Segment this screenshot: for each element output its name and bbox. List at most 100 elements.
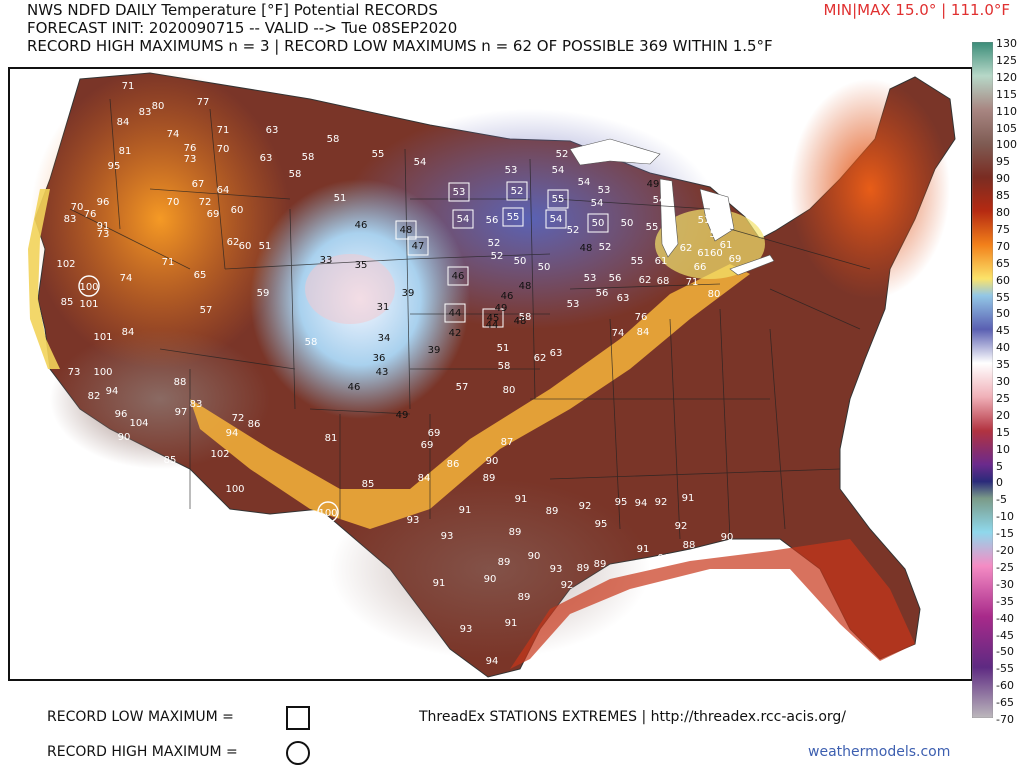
station-temp-label: 56 xyxy=(596,288,609,299)
station-temp-label: 96 xyxy=(97,197,110,208)
station-temp-label: 91 xyxy=(637,544,650,555)
station-temp-label: 101 xyxy=(79,299,98,310)
station-temp-label: 44 xyxy=(486,320,499,331)
station-temp-label: 91 xyxy=(97,221,110,232)
station-temp-label: 100 xyxy=(318,508,337,519)
station-temp-label: 89 xyxy=(509,527,522,538)
station-temp-label: 74 xyxy=(612,328,625,339)
state-borders xyxy=(69,98,871,540)
station-temp-label: 49 xyxy=(396,410,409,421)
station-temp-label: 83 xyxy=(190,399,203,410)
station-temp-label: 90 xyxy=(721,532,734,543)
station-temp-label: 39 xyxy=(402,288,415,299)
station-temp-label: 76 xyxy=(84,209,97,220)
station-temp-label: 46 xyxy=(452,271,465,282)
station-temp-label: 56 xyxy=(486,215,499,226)
station-temp-label: 76 xyxy=(184,143,197,154)
station-temp-label: 63 xyxy=(550,348,563,359)
colorbar-tick-label: -45 xyxy=(996,628,1014,642)
record-low-square xyxy=(447,266,469,286)
colorbar-tick-label: 105 xyxy=(996,121,1017,135)
record-low-square xyxy=(545,209,567,229)
station-temp-label: 54 xyxy=(552,165,565,176)
colorbar-tick-label: -55 xyxy=(996,662,1014,676)
station-temp-label: 57 xyxy=(456,382,469,393)
station-temp-label: 54 xyxy=(578,177,591,188)
colorbar-tick-label: 5 xyxy=(996,459,1003,473)
record-high-circle xyxy=(78,275,100,297)
station-temp-label: 63 xyxy=(260,153,273,164)
colorbar-tick-label: 50 xyxy=(996,307,1010,321)
station-temp-label: 53 xyxy=(453,187,466,198)
station-temp-label: 95 xyxy=(615,497,628,508)
watermark: weathermodels.com xyxy=(808,744,951,760)
station-temp-label: 93 xyxy=(460,624,473,635)
station-temp-label: 56 xyxy=(609,273,622,284)
station-temp-label: 69 xyxy=(421,440,434,451)
station-temp-label: 52 xyxy=(567,225,580,236)
colorbar-tick-label: -50 xyxy=(996,645,1014,659)
station-temp-label: 81 xyxy=(325,433,338,444)
station-temp-label: 92 xyxy=(561,580,574,591)
station-temp-label: 90 xyxy=(118,432,131,443)
record-low-square xyxy=(444,303,466,323)
station-temp-label: 53 xyxy=(598,185,611,196)
station-temp-label: 83 xyxy=(64,214,77,225)
station-temp-label: 90 xyxy=(484,574,497,585)
station-temp-label: 60 xyxy=(239,241,252,252)
station-temp-label: 48 xyxy=(514,316,527,327)
station-temp-label: 53 xyxy=(505,165,518,176)
station-temp-label: 51 xyxy=(334,193,347,204)
colorbar-tick-label: -35 xyxy=(996,594,1014,608)
station-temp-label: 93 xyxy=(550,564,563,575)
lake-superior xyxy=(569,138,661,166)
colorbar-tick-label: 65 xyxy=(996,256,1010,270)
record-low-square xyxy=(506,181,528,201)
station-temp-label: 54 xyxy=(653,195,666,206)
station-temp-label: 31 xyxy=(377,302,390,313)
station-temp-label: 65 xyxy=(194,270,207,281)
station-temp-label: 91 xyxy=(682,493,695,504)
station-temp-label: 81 xyxy=(119,146,132,157)
station-temp-label: 46 xyxy=(501,291,514,302)
station-temp-label: 50 xyxy=(514,256,527,267)
station-temp-label: 84 xyxy=(637,327,650,338)
station-temp-label: 55 xyxy=(552,194,565,205)
station-temp-label: 68 xyxy=(657,276,670,287)
record-high-markers xyxy=(78,275,339,523)
station-temp-label: 83 xyxy=(139,107,152,118)
colorbar-tick-label: 10 xyxy=(996,442,1010,456)
station-temp-label: 52 xyxy=(599,242,612,253)
station-temp-label: 58 xyxy=(327,134,340,145)
station-temp-label: 48 xyxy=(400,225,413,236)
station-temp-label: 80 xyxy=(708,289,721,300)
station-temp-label: 70 xyxy=(217,144,230,155)
station-temp-label: 70 xyxy=(167,197,180,208)
station-temp-label: 94 xyxy=(486,656,499,667)
record-count-line: RECORD HIGH MAXIMUMS n = 3 | RECORD LOW … xyxy=(27,37,773,55)
record-low-markers xyxy=(395,181,609,328)
station-temp-label: 100 xyxy=(225,484,244,495)
warm-front-band xyxy=(190,264,750,529)
colorbar-tick-label: 40 xyxy=(996,341,1010,355)
station-temp-label: 74 xyxy=(167,129,180,140)
station-temp-label: 91 xyxy=(515,494,528,505)
colorbar-tick-label: 55 xyxy=(996,290,1010,304)
station-temp-label: 52 xyxy=(511,186,524,197)
station-temp-label: 85 xyxy=(61,297,74,308)
station-temp-label: 47 xyxy=(412,241,425,252)
station-temp-label: 63 xyxy=(266,125,279,136)
colorbar-tick-label: 45 xyxy=(996,324,1010,338)
station-temp-label: 89 xyxy=(577,563,590,574)
station-temp-label: 55 xyxy=(507,212,520,223)
station-temp-label: 91 xyxy=(459,505,472,516)
station-temp-label: 34 xyxy=(378,333,391,344)
station-temp-label: 86 xyxy=(447,459,460,470)
station-temp-label: 92 xyxy=(655,497,668,508)
lake-huron xyxy=(699,188,735,242)
station-temp-label: 102 xyxy=(210,449,229,460)
colorbar-tick-label: 0 xyxy=(996,476,1003,490)
station-temp-label: 95 xyxy=(595,519,608,530)
station-temp-label: 84 xyxy=(418,473,431,484)
station-temp-label: 88 xyxy=(683,540,696,551)
